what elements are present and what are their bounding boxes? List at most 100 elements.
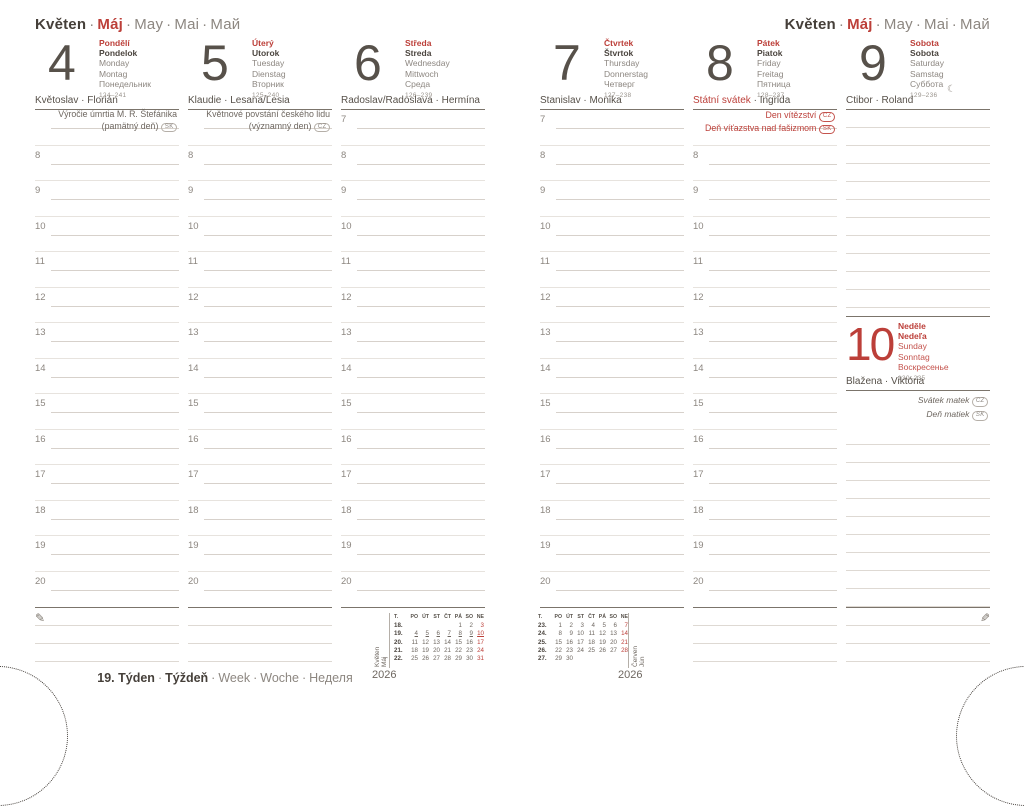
hour-line (357, 589, 485, 591)
hour-line (357, 163, 485, 165)
hour-slot: 14 (188, 359, 332, 394)
country-badge: SK (161, 122, 177, 132)
separator-dot: · (838, 16, 845, 33)
pencil-icon: ✎ (979, 611, 990, 625)
note-line (693, 626, 837, 644)
hour-label: 19 (188, 540, 199, 551)
day-name-lang: Pátek (757, 38, 780, 48)
name-day: Květoslav · Florián (35, 95, 118, 106)
mini-calendar-day: 1 (458, 621, 462, 629)
mini-calendar-day (617, 654, 628, 662)
note-line (846, 218, 990, 236)
half-hour-line (188, 215, 332, 217)
hour-label: 15 (35, 398, 46, 409)
day-name-lang: Sonntag (898, 351, 930, 362)
day-column-wednesday: 6 Středa Streda Wednesday Mittwoch Среда 126–2… (341, 36, 485, 608)
hour-label: 14 (35, 362, 46, 374)
hour-label: 19 (341, 540, 352, 551)
note-line (35, 626, 179, 644)
mini-calendar-day: 12 (422, 638, 429, 646)
minical-month-label-right: Červen Jún (632, 646, 646, 667)
hour-label: 8 (35, 149, 41, 161)
label-part: Květen (35, 16, 87, 33)
label-part: Woche (260, 671, 299, 685)
country-badge: SK (972, 411, 988, 421)
half-hour-line (188, 251, 332, 252)
hour-label: 18 (693, 504, 704, 516)
hour-slot: 10 (35, 217, 179, 252)
hour-line (709, 128, 837, 129)
day-header: 9 Sobota Sobota Saturday Samstag Суббота 129–2… (846, 36, 990, 110)
half-hour-line (341, 286, 485, 288)
mini-calendar-day: 1 (558, 621, 562, 629)
mini-calendar-day: 22 (455, 646, 462, 654)
half-hour-line (693, 428, 837, 430)
holiday-note-text: (pamätný deň) (101, 120, 159, 131)
mini-calendar-header-cell: PÁ (598, 614, 606, 621)
notes-area: ✎ (35, 608, 179, 662)
day-number: 7 (553, 35, 581, 91)
mini-calendar-day: 3 (480, 621, 484, 629)
half-hour-line (35, 322, 179, 323)
holiday-note-slot: Výročie úmrtia M. R. Štefánika (pamätný d… (35, 109, 179, 146)
mini-calendar-header-cell: NE (476, 614, 484, 621)
hour-label: 18 (188, 504, 199, 516)
half-hour-line (540, 322, 684, 323)
note-line (693, 608, 837, 626)
hour-label: 7 (540, 114, 546, 125)
label-part: Mai (174, 16, 200, 33)
day-name-lang: Monday (99, 58, 130, 69)
hour-slot: 17 (693, 465, 837, 501)
note-line (846, 626, 990, 644)
minical-month-line: Máj (381, 656, 388, 667)
mini-calendar-day: 22 (555, 646, 562, 654)
note-line (846, 110, 990, 128)
hour-slot: 16 (693, 430, 837, 465)
moon-phase-icon: ☾ (947, 84, 956, 95)
hour-label: 9 (188, 185, 194, 196)
hour-slot: 8 (35, 146, 179, 181)
note-line (846, 254, 990, 272)
mini-calendar-may: T. PO ÚT ST ČT PÁ SO NE 18. 1 2 3 19. 4 5 6 7 8 9 10 20. 11 12… (394, 613, 484, 663)
mini-calendar-header-cell: ČT (588, 614, 595, 621)
hour-line (204, 376, 332, 378)
hour-label: 12 (188, 291, 199, 303)
day-name-lang: Понедельник (99, 78, 152, 89)
day-name-lang: Среда (405, 78, 431, 89)
hour-slot: 7 (540, 110, 684, 146)
hour-line (51, 234, 179, 236)
mini-calendar-day: 16 (466, 638, 473, 646)
day-name-languages: Neděle Nedeľa Sunday Sonntag Воскресенье 130–… (898, 321, 949, 384)
separator-dot: · (301, 671, 307, 685)
day-name-lang: Pondělí (99, 38, 130, 48)
mini-calendar-week-row: 23. 1 2 3 4 5 6 7 (538, 621, 628, 629)
hour-slot: 11 (188, 252, 332, 288)
mini-calendar-day (606, 654, 617, 662)
hour-line (357, 412, 485, 413)
hour-grid: 7 8 9 10 11 12 13 14 15 16 17 18 19 20 (341, 110, 485, 608)
note-line (846, 427, 990, 445)
hour-label: 9 (540, 185, 546, 196)
hour-slot: 17 (35, 465, 179, 501)
hour-label: 18 (341, 504, 352, 516)
note-line (846, 571, 990, 589)
name-day: Stanislav · Monika (540, 95, 622, 106)
half-hour-line (188, 322, 332, 323)
holiday-note-slot: Den vítězství CZ Deň víťazstva nad fašizmo… (693, 110, 837, 146)
hour-slot: 12 (693, 288, 837, 323)
hour-line (51, 589, 179, 591)
hour-label: 20 (188, 575, 199, 587)
hour-slot: 11 (341, 252, 485, 288)
mini-calendar-week-row: 19. 4 5 6 7 8 9 10 (394, 630, 484, 638)
minical-month-line: Květen (374, 646, 381, 667)
hour-line (357, 234, 485, 236)
hour-slot: 18 (341, 501, 485, 536)
half-hour-line (693, 215, 837, 217)
half-hour-line (35, 570, 179, 572)
half-hour-line (188, 535, 332, 536)
day-name-lang: Sobota (910, 38, 939, 48)
minical-month-line: Červen (632, 646, 639, 667)
day-column-monday: 4 Pondělí Pondelok Monday Montag Понедельник 1… (35, 36, 179, 662)
hour-label: 8 (540, 149, 546, 161)
hour-label: 8 (693, 149, 699, 161)
